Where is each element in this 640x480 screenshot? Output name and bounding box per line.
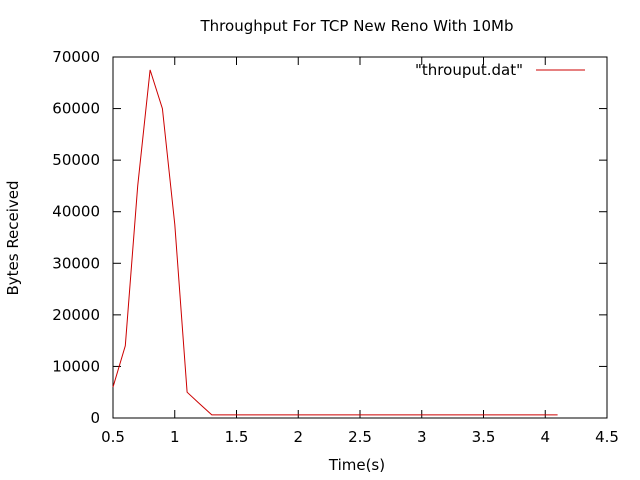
x-tick-label: 4 bbox=[540, 428, 550, 446]
y-tick-label: 50000 bbox=[52, 151, 100, 169]
legend: "throuput.dat" bbox=[415, 61, 585, 79]
x-tick-label: 3.5 bbox=[472, 428, 496, 446]
y-tick-label: 20000 bbox=[52, 306, 100, 324]
y-tick-label: 30000 bbox=[52, 254, 100, 272]
x-tick-label: 1.5 bbox=[225, 428, 249, 446]
chart-title: Throughput For TCP New Reno With 10Mb bbox=[200, 17, 514, 35]
series-layer bbox=[112, 69, 558, 416]
x-tick-label: 3 bbox=[417, 428, 427, 446]
y-tick-label: 70000 bbox=[52, 48, 100, 66]
y-axis-ticks: 0 10000 20000 30000 40000 50000 60000 70000 bbox=[52, 48, 607, 427]
series-line bbox=[112, 69, 558, 416]
x-tick-label: 4.5 bbox=[595, 428, 619, 446]
x-tick-label: 0.5 bbox=[101, 428, 125, 446]
x-tick-label: 2 bbox=[293, 428, 303, 446]
y-tick-label: 10000 bbox=[52, 357, 100, 375]
plot-frame bbox=[112, 56, 608, 419]
x-tick-label: 1 bbox=[170, 428, 180, 446]
legend-label: "throuput.dat" bbox=[415, 61, 523, 79]
x-axis-ticks: 0.5 1 1.5 2 2.5 3 3.5 4 4.5 bbox=[101, 57, 619, 446]
y-tick-label: 40000 bbox=[52, 203, 100, 221]
y-axis-label: Bytes Received bbox=[4, 180, 22, 295]
y-tick-label: 0 bbox=[90, 409, 100, 427]
y-tick-label: 60000 bbox=[52, 100, 100, 118]
x-axis-label: Time(s) bbox=[328, 456, 385, 474]
x-tick-label: 2.5 bbox=[348, 428, 372, 446]
